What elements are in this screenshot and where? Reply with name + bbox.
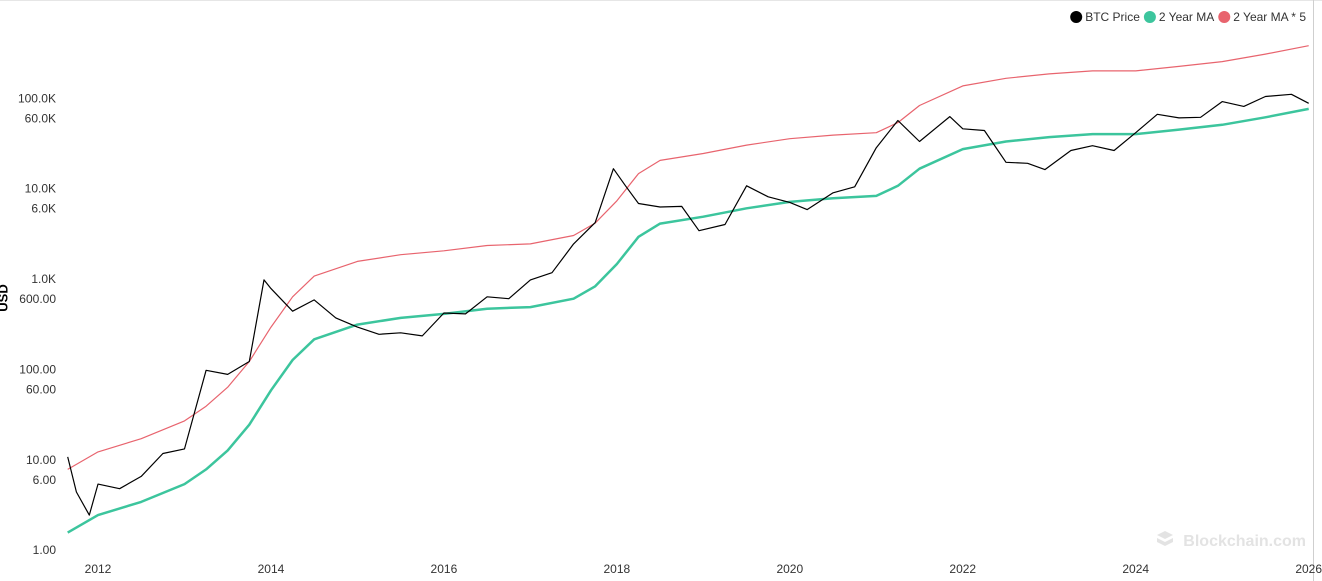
legend-label: 2 Year MA	[1159, 10, 1214, 24]
x-tick-label: 2012	[85, 562, 112, 576]
y-tick-label: 1.0K	[31, 272, 56, 286]
legend-label: 2 Year MA * 5	[1233, 10, 1306, 24]
y-tick-label: 60.00	[26, 382, 56, 396]
y-tick-label: 6.00	[33, 473, 57, 487]
y-tick-label: 10.0K	[25, 182, 56, 196]
legend-swatch	[1070, 11, 1083, 23]
x-tick-label: 2016	[431, 562, 458, 576]
y-tick-label: 600.00	[19, 292, 56, 306]
series-line	[67, 93, 1309, 516]
x-tick-label: 2022	[949, 562, 976, 576]
x-tick-label: 2020	[776, 562, 803, 576]
y-tick-label: 100.0K	[18, 91, 56, 105]
series-line	[67, 107, 1309, 534]
legend-swatch	[1218, 11, 1231, 23]
y-tick-label: 6.0K	[31, 202, 56, 216]
y-tick-label: 10.00	[26, 453, 56, 467]
x-tick-label: 2026	[1295, 562, 1322, 576]
y-tick-label: 100.00	[19, 362, 56, 376]
watermark: Blockchain.com	[1183, 533, 1306, 550]
legend-label: BTC Price	[1085, 10, 1140, 24]
watermark-logo	[1157, 531, 1173, 546]
y-tick-label: 1.00	[33, 543, 57, 557]
y-axis-label: USD	[0, 284, 10, 311]
legend-swatch	[1143, 11, 1156, 23]
x-tick-label: 2018	[604, 562, 631, 576]
x-tick-label: 2024	[1122, 562, 1149, 576]
y-tick-label: 60.0K	[25, 111, 56, 125]
series-line	[67, 45, 1309, 470]
x-tick-label: 2014	[258, 562, 285, 576]
